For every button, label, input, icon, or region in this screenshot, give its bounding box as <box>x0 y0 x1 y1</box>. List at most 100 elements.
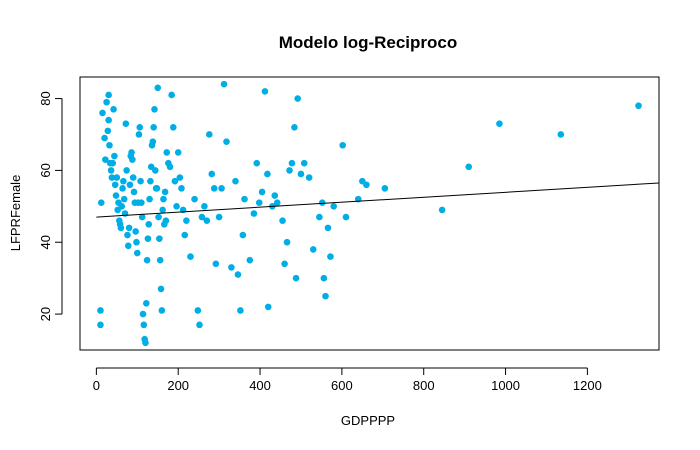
data-point <box>120 177 127 185</box>
data-point <box>119 185 126 192</box>
data-point <box>228 264 235 271</box>
data-point <box>194 307 202 314</box>
data-point <box>158 307 166 314</box>
data-point <box>122 120 130 127</box>
data-point <box>381 185 389 192</box>
data-point <box>339 141 346 149</box>
data-points <box>97 80 642 347</box>
data-point <box>557 131 565 138</box>
data-point <box>155 213 162 221</box>
data-point <box>316 213 323 221</box>
regression-line <box>96 182 660 218</box>
data-point <box>281 260 288 268</box>
data-point <box>198 213 206 221</box>
data-point <box>342 213 350 221</box>
data-point <box>111 152 118 160</box>
data-point <box>104 127 112 135</box>
data-point <box>103 98 110 106</box>
data-point <box>120 195 128 203</box>
data-point <box>264 303 272 311</box>
data-point <box>111 181 119 189</box>
y-tick-label: 20 <box>38 307 53 321</box>
data-point <box>279 217 286 224</box>
data-point <box>112 192 120 199</box>
data-point <box>108 174 116 181</box>
plot-frame <box>79 76 660 351</box>
data-point <box>126 181 134 189</box>
data-point <box>173 203 180 210</box>
x-tick-label: 600 <box>331 378 353 393</box>
data-point <box>154 84 162 92</box>
regression-line-layer <box>96 182 660 218</box>
data-point <box>171 177 179 185</box>
data-point <box>203 217 211 224</box>
data-point <box>99 109 106 117</box>
data-point <box>149 138 157 145</box>
data-point <box>305 174 313 181</box>
data-point <box>144 235 152 242</box>
data-point <box>143 256 151 264</box>
data-point <box>212 260 220 268</box>
data-point <box>363 181 370 189</box>
data-point <box>322 292 329 300</box>
data-point <box>135 131 143 138</box>
data-point <box>264 170 271 178</box>
data-point <box>150 123 157 131</box>
x-tick-label: 1000 <box>491 378 520 393</box>
data-point <box>139 310 147 318</box>
data-point <box>157 285 165 293</box>
x-tick-label: 1200 <box>573 378 602 393</box>
data-point <box>330 203 337 210</box>
data-point <box>169 123 177 131</box>
data-point <box>261 88 269 95</box>
data-point <box>191 195 198 203</box>
data-point <box>174 149 182 156</box>
data-point <box>138 199 145 207</box>
y-axis: 20 40 60 80 <box>38 91 63 321</box>
data-point <box>166 163 174 171</box>
data-point <box>208 170 216 178</box>
data-point <box>102 156 109 163</box>
data-point <box>215 213 223 221</box>
y-tick-label: 80 <box>38 91 53 105</box>
y-axis-label: LFPRFemale <box>8 175 23 252</box>
data-point <box>223 138 230 145</box>
data-point <box>129 156 136 163</box>
data-point <box>168 91 175 99</box>
data-point <box>300 159 308 167</box>
x-tick-label: 200 <box>167 378 189 393</box>
data-point <box>239 231 247 239</box>
data-point <box>162 217 170 224</box>
data-point <box>138 213 146 221</box>
data-point <box>118 203 126 210</box>
data-point <box>142 339 149 347</box>
data-point <box>297 170 305 178</box>
data-point <box>318 199 326 207</box>
data-point <box>161 188 169 196</box>
data-point <box>196 321 203 329</box>
x-axis-label: GDPPPP <box>341 413 395 428</box>
data-point <box>156 256 164 264</box>
data-point <box>635 102 642 110</box>
data-point <box>113 174 121 181</box>
data-point <box>140 321 148 329</box>
chart-title: Modelo log-Reciproco <box>279 33 458 52</box>
data-point <box>124 242 132 250</box>
data-point <box>151 106 158 113</box>
data-point <box>294 95 301 102</box>
data-point <box>156 235 163 242</box>
x-tick-label: 400 <box>249 378 271 393</box>
data-point <box>153 185 161 192</box>
data-point <box>320 274 328 282</box>
data-point <box>286 167 293 174</box>
data-point <box>250 210 258 217</box>
data-point <box>324 224 332 232</box>
data-point <box>105 91 112 99</box>
data-point <box>130 188 138 196</box>
data-point <box>327 253 334 260</box>
data-point <box>291 123 298 131</box>
data-point <box>181 231 189 239</box>
data-point <box>241 195 248 203</box>
data-point <box>255 199 263 207</box>
